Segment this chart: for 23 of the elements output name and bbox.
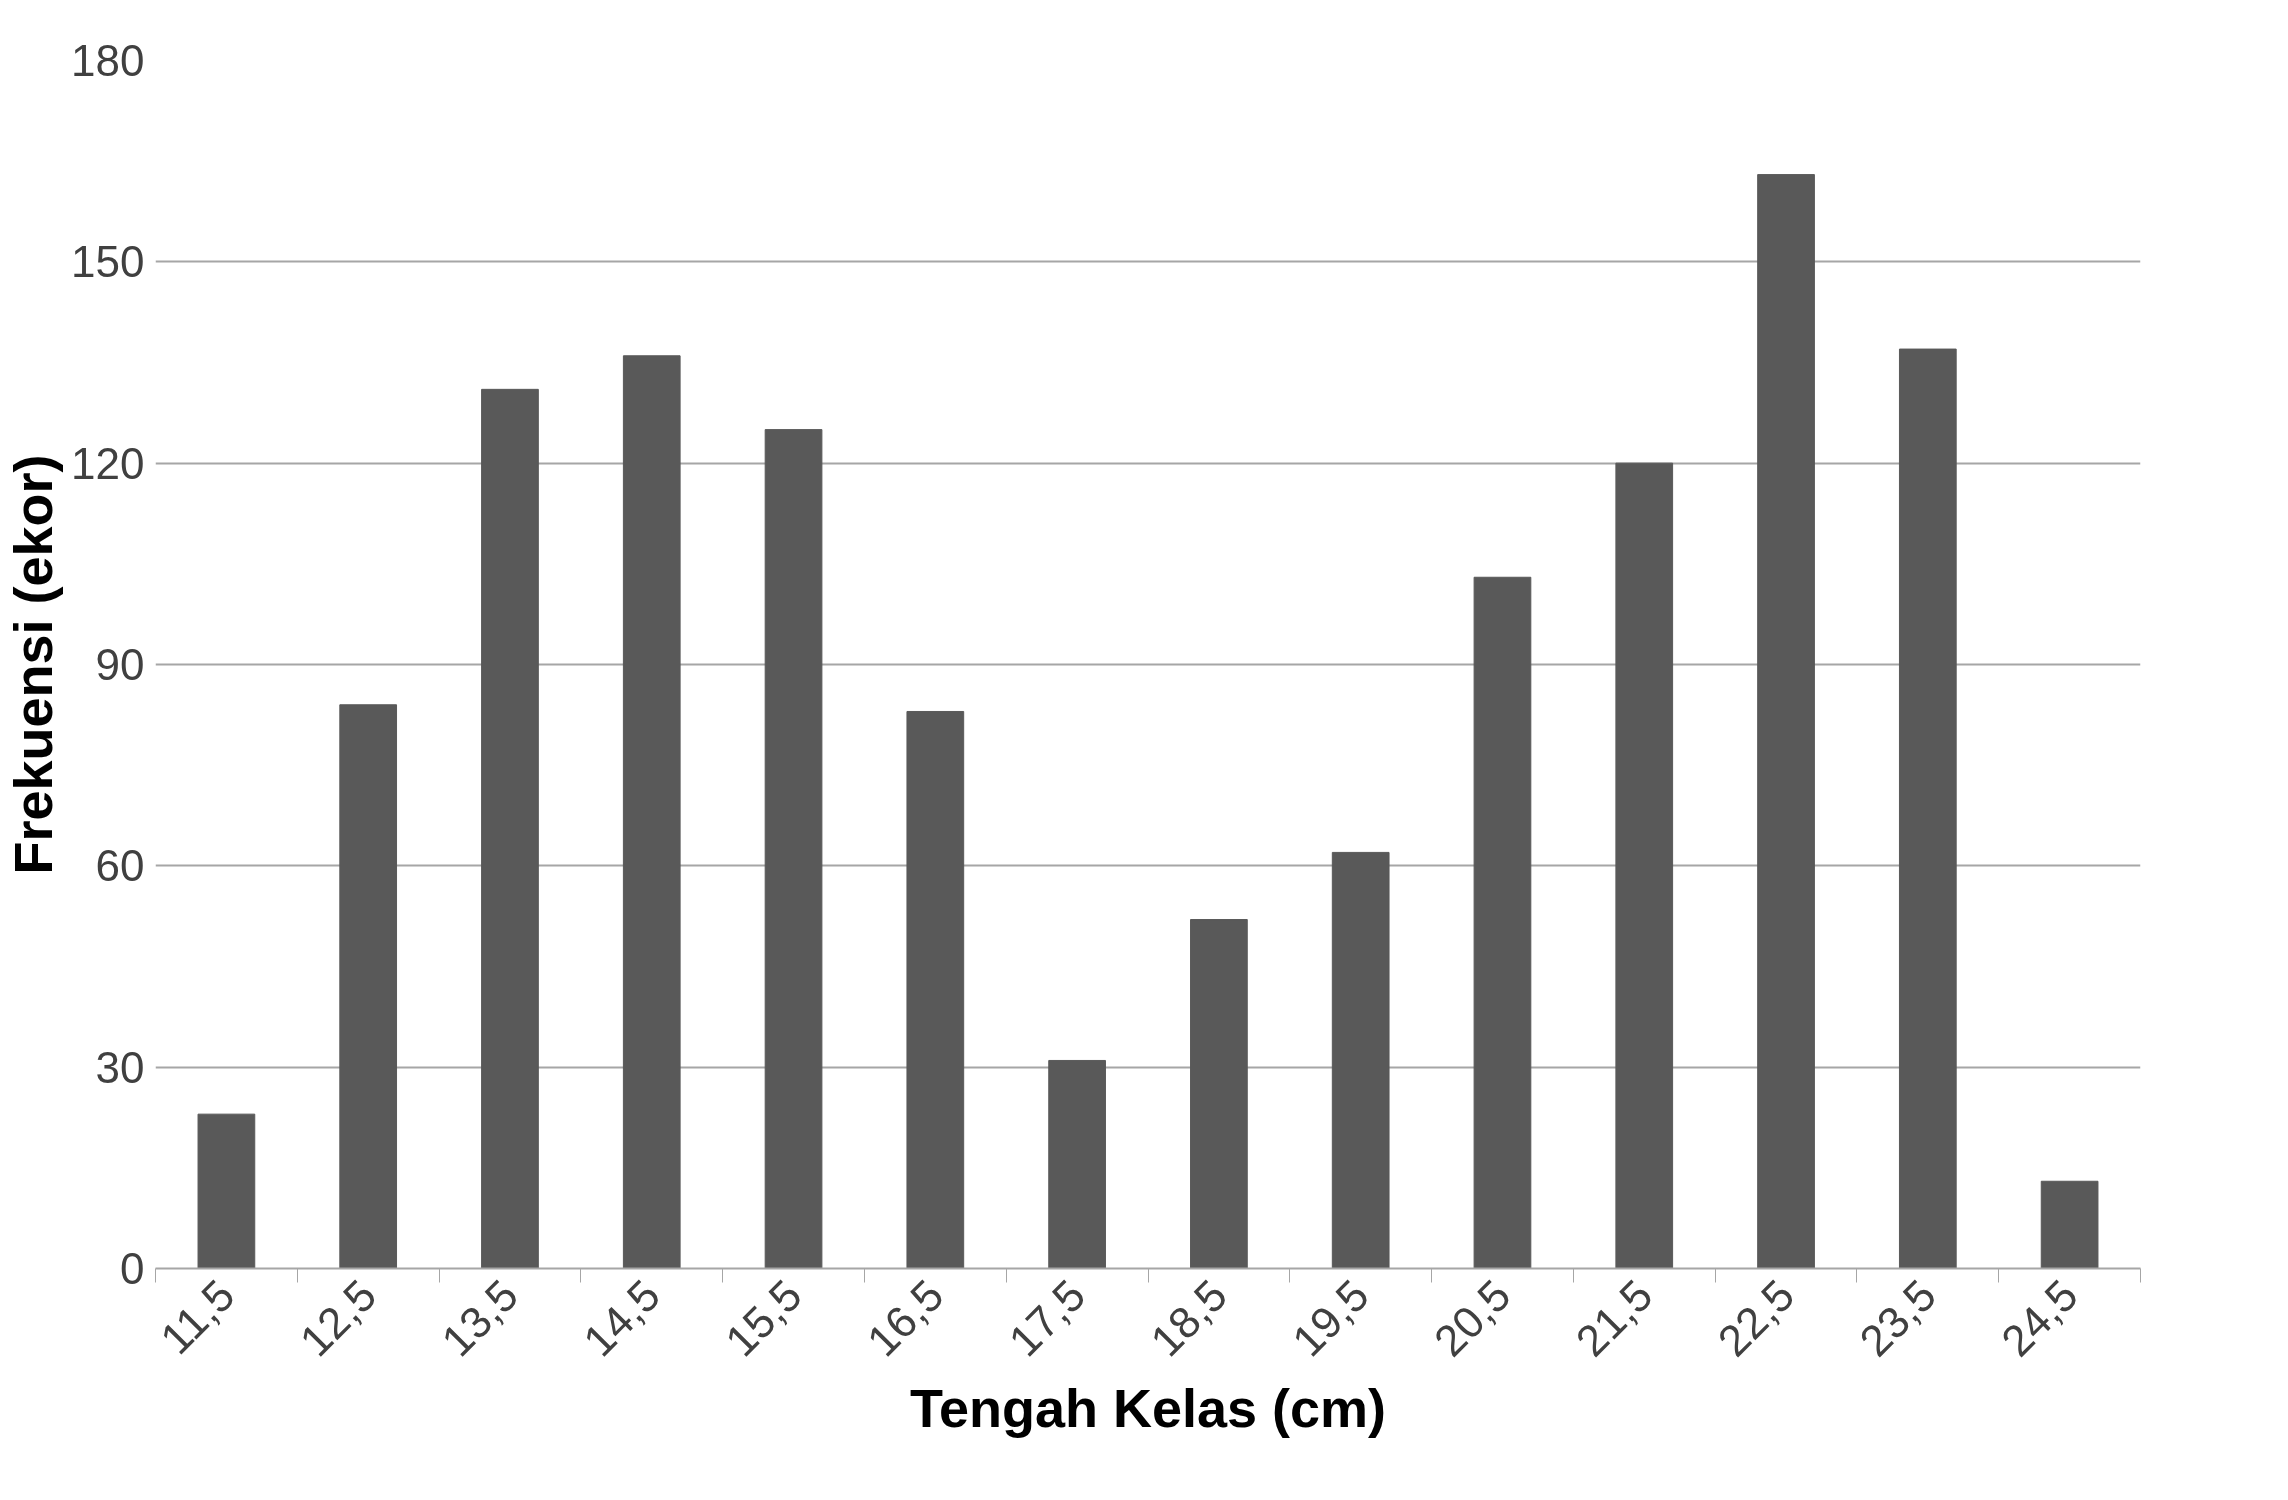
y-tick-label: 0: [120, 1244, 145, 1293]
y-tick-label: 120: [71, 438, 145, 488]
y-tick-label: 30: [95, 1042, 145, 1092]
bar: [1190, 919, 1248, 1269]
bar: [481, 388, 539, 1269]
bar: [1615, 462, 1674, 1269]
bar: [622, 355, 681, 1269]
x-axis-title: Tengah Kelas (cm): [909, 1377, 1387, 1438]
y-tick-label: 180: [71, 36, 145, 85]
bar: [764, 429, 823, 1269]
bar: [1473, 576, 1532, 1269]
y-axis-title: Frekuensi (ekor): [3, 454, 64, 875]
y-tick-label: 60: [95, 841, 145, 891]
bar: [2040, 1180, 2099, 1269]
bar: [1048, 1059, 1106, 1269]
bar: [339, 704, 398, 1269]
bar: [197, 1113, 256, 1269]
y-tick-label: 150: [71, 237, 145, 287]
y-tick-label: 90: [95, 640, 145, 689]
bar: [1757, 174, 1815, 1269]
bar: [1898, 348, 1957, 1269]
bar: [1331, 851, 1390, 1269]
bar: [906, 710, 965, 1269]
